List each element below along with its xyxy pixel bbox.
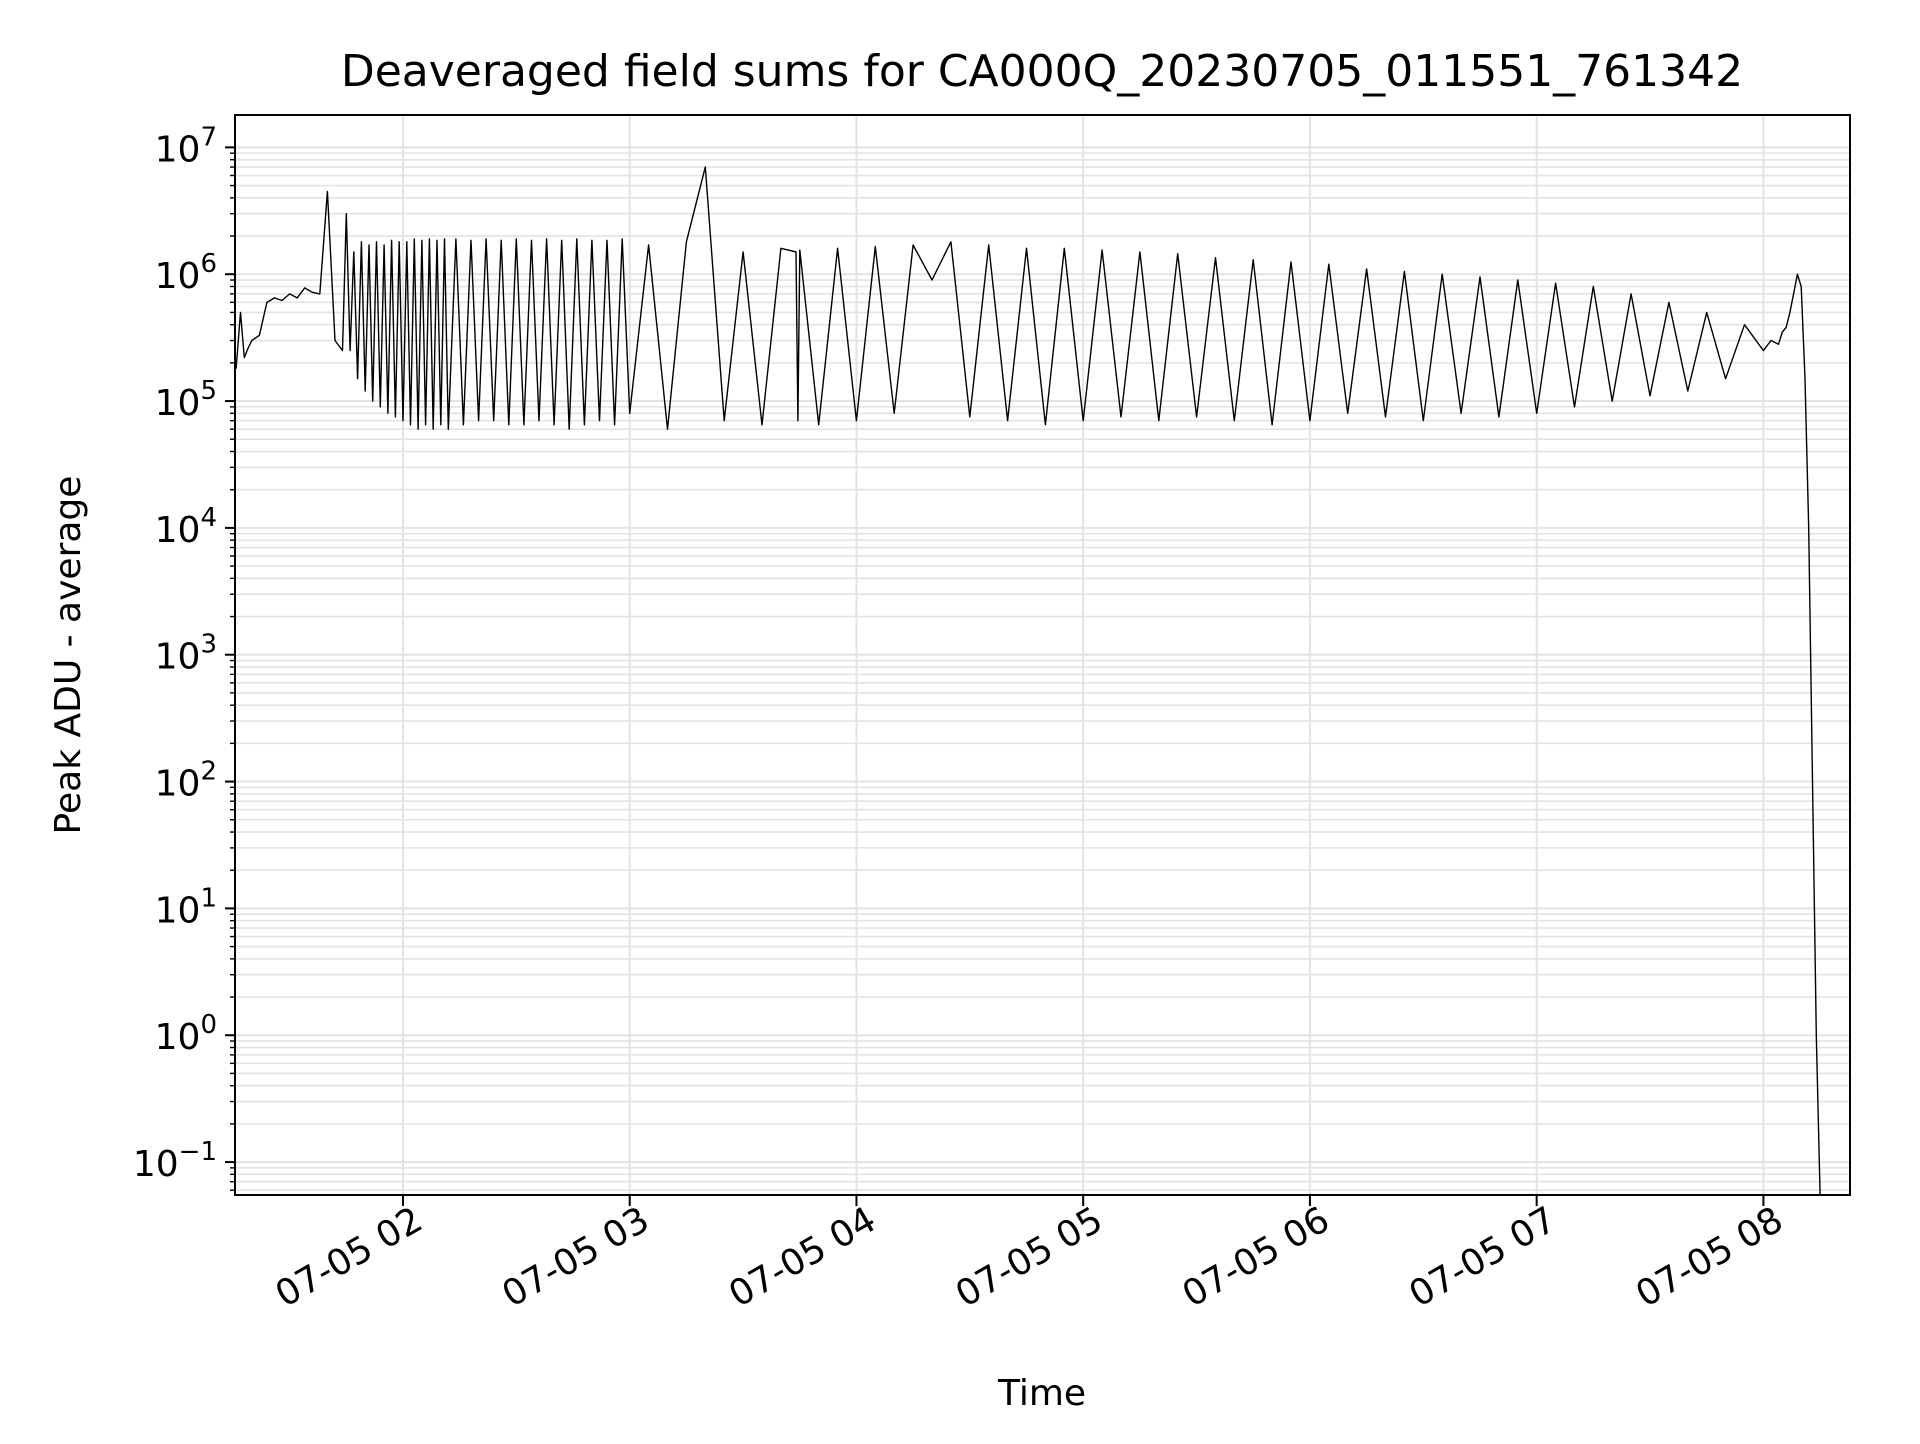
y-tick-label: 107	[155, 122, 217, 170]
y-tick-label: 101	[155, 883, 217, 931]
y-tick-label: 103	[155, 630, 217, 678]
y-tick-label: 105	[155, 376, 217, 424]
grid	[235, 115, 1850, 1195]
y-tick-label: 100	[155, 1010, 217, 1058]
y-axis: 107 106 105 104 103 102 101 100 10−1	[133, 122, 235, 1191]
series-line	[235, 166, 1821, 1196]
chart-title: Deaveraged field sums for CA000Q_2023070…	[341, 46, 1743, 97]
y-tick-label: 10−1	[133, 1137, 217, 1185]
x-axis-label: Time	[997, 1373, 1086, 1414]
y-tick-label: 102	[155, 757, 217, 805]
y-tick-label: 104	[155, 503, 217, 551]
y-axis-label: Peak ADU - average	[48, 476, 89, 835]
y-tick-label: 106	[155, 249, 217, 297]
series-layer	[235, 166, 1821, 1196]
